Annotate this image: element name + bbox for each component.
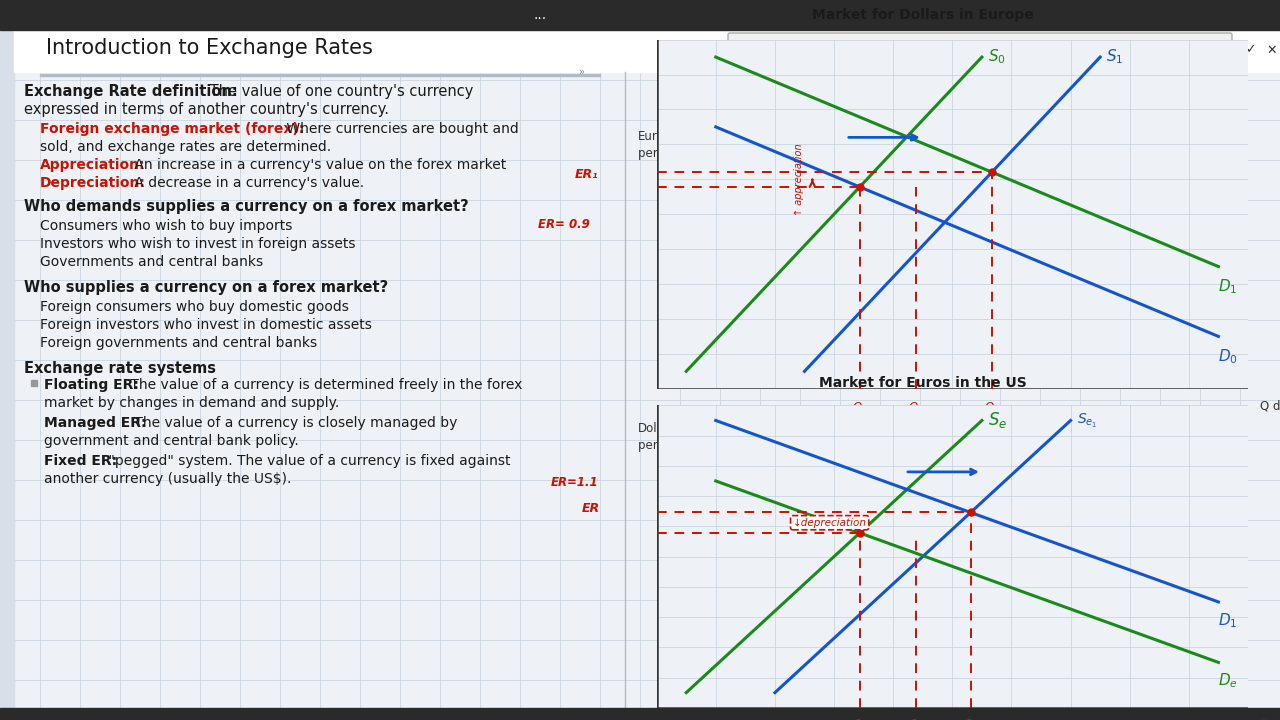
Text: Foreign exchange market (forex):: Foreign exchange market (forex): — [40, 122, 305, 136]
Text: Floating ER:: Floating ER: — [44, 378, 138, 392]
Text: Market for Euros in the US: Market for Euros in the US — [819, 377, 1027, 390]
Text: $Q_n$: $Q_n$ — [963, 719, 979, 720]
Text: $Q_e$: $Q_e$ — [909, 401, 924, 416]
Text: □: □ — [748, 45, 759, 55]
Text: ↓depreciation: ↓depreciation — [792, 518, 867, 528]
Text: $D_1$: $D_1$ — [1219, 611, 1238, 630]
Text: $D_e$: $D_e$ — [1219, 672, 1238, 690]
Text: Managed ER:: Managed ER: — [44, 416, 146, 430]
Text: The value of a currency is determined freely in the forex: The value of a currency is determined fr… — [125, 378, 522, 392]
Text: $D_1$: $D_1$ — [1219, 277, 1238, 296]
Text: Who supplies a currency on a forex market?: Who supplies a currency on a forex marke… — [24, 280, 388, 295]
Text: Introduction to Exchange Rates: Introduction to Exchange Rates — [46, 38, 372, 58]
Text: Where currencies are bought and: Where currencies are bought and — [282, 122, 518, 136]
Text: Investors who wish to invest in foreign assets: Investors who wish to invest in foreign … — [40, 237, 356, 251]
Text: Who demands supplies a currency on a forex market?: Who demands supplies a currency on a for… — [24, 199, 468, 214]
Text: Exchange Rate definition:: Exchange Rate definition: — [24, 84, 238, 99]
Text: Governments and central banks: Governments and central banks — [40, 255, 264, 269]
Text: $S_e$: $S_e$ — [988, 410, 1007, 431]
Text: Fixed ER:: Fixed ER: — [44, 454, 118, 468]
Text: ✓: ✓ — [1244, 43, 1256, 56]
Text: ✕: ✕ — [1267, 43, 1277, 56]
Text: ER=1.1: ER=1.1 — [550, 477, 598, 490]
Text: another currency (usually the US$).: another currency (usually the US$). — [44, 472, 292, 486]
Text: ...: ... — [534, 8, 547, 22]
Text: Foreign consumers who buy domestic goods: Foreign consumers who buy domestic goods — [40, 300, 349, 314]
Text: $D_0$: $D_0$ — [1219, 347, 1238, 366]
Text: ER₁: ER₁ — [575, 168, 598, 181]
Text: $S_1$: $S_1$ — [1106, 48, 1124, 66]
Bar — [0, 0, 1280, 30]
Text: Video Lessons > International Economics  ▾: Video Lessons > International Economics … — [760, 45, 1002, 55]
Text: sold, and exchange rates are determined.: sold, and exchange rates are determined. — [40, 140, 332, 154]
Bar — [14, 30, 1280, 72]
Text: per dollar: per dollar — [637, 147, 695, 160]
Text: Q euros: Q euros — [1260, 717, 1280, 720]
Text: The value of a currency is closely managed by: The value of a currency is closely manag… — [131, 416, 457, 430]
Text: per euro: per euro — [637, 439, 689, 452]
Text: Market for Dollars in Europe: Market for Dollars in Europe — [812, 8, 1034, 22]
Text: Foreign governments and central banks: Foreign governments and central banks — [40, 336, 317, 350]
Text: Consumers who wish to buy imports: Consumers who wish to buy imports — [40, 219, 292, 233]
Text: An increase in a currency's value on the forex market: An increase in a currency's value on the… — [131, 158, 507, 172]
Text: $Q_1$: $Q_1$ — [852, 719, 868, 720]
Text: Depreciation:: Depreciation: — [40, 176, 146, 190]
Bar — [40, 74, 600, 76]
Text: ER= 0.9: ER= 0.9 — [539, 218, 590, 232]
Text: A decrease in a currency's value.: A decrease in a currency's value. — [131, 176, 364, 190]
Text: "pegged" system. The value of a currency is fixed against: "pegged" system. The value of a currency… — [104, 454, 511, 468]
Text: Exchange rate systems: Exchange rate systems — [24, 361, 216, 376]
Text: ↑ appreciation: ↑ appreciation — [794, 143, 804, 216]
Bar — [0, 708, 1280, 720]
Text: $Q_2$: $Q_2$ — [984, 401, 1000, 416]
Text: »: » — [579, 67, 584, 77]
Text: market by changes in demand and supply.: market by changes in demand and supply. — [44, 396, 339, 410]
Text: Foreign investors who invest in domestic assets: Foreign investors who invest in domestic… — [40, 318, 372, 332]
Text: expressed in terms of another country's currency.: expressed in terms of another country's … — [24, 102, 389, 117]
FancyBboxPatch shape — [728, 33, 1231, 67]
Text: Euros: Euros — [637, 130, 671, 143]
Text: The value of one country's currency: The value of one country's currency — [205, 84, 474, 99]
Text: Dollars: Dollars — [637, 422, 680, 435]
Text: ER: ER — [582, 502, 600, 515]
Text: $Q_e$: $Q_e$ — [909, 719, 924, 720]
Text: $S_0$: $S_0$ — [988, 48, 1006, 66]
Bar — [0, 0, 14, 720]
Text: $Q_1$: $Q_1$ — [852, 401, 868, 416]
Text: Appreciation:: Appreciation: — [40, 158, 146, 172]
Text: $S_{e_1}$: $S_{e_1}$ — [1076, 411, 1097, 430]
Text: Q dollars: Q dollars — [1260, 400, 1280, 413]
Text: government and central bank policy.: government and central bank policy. — [44, 434, 298, 448]
